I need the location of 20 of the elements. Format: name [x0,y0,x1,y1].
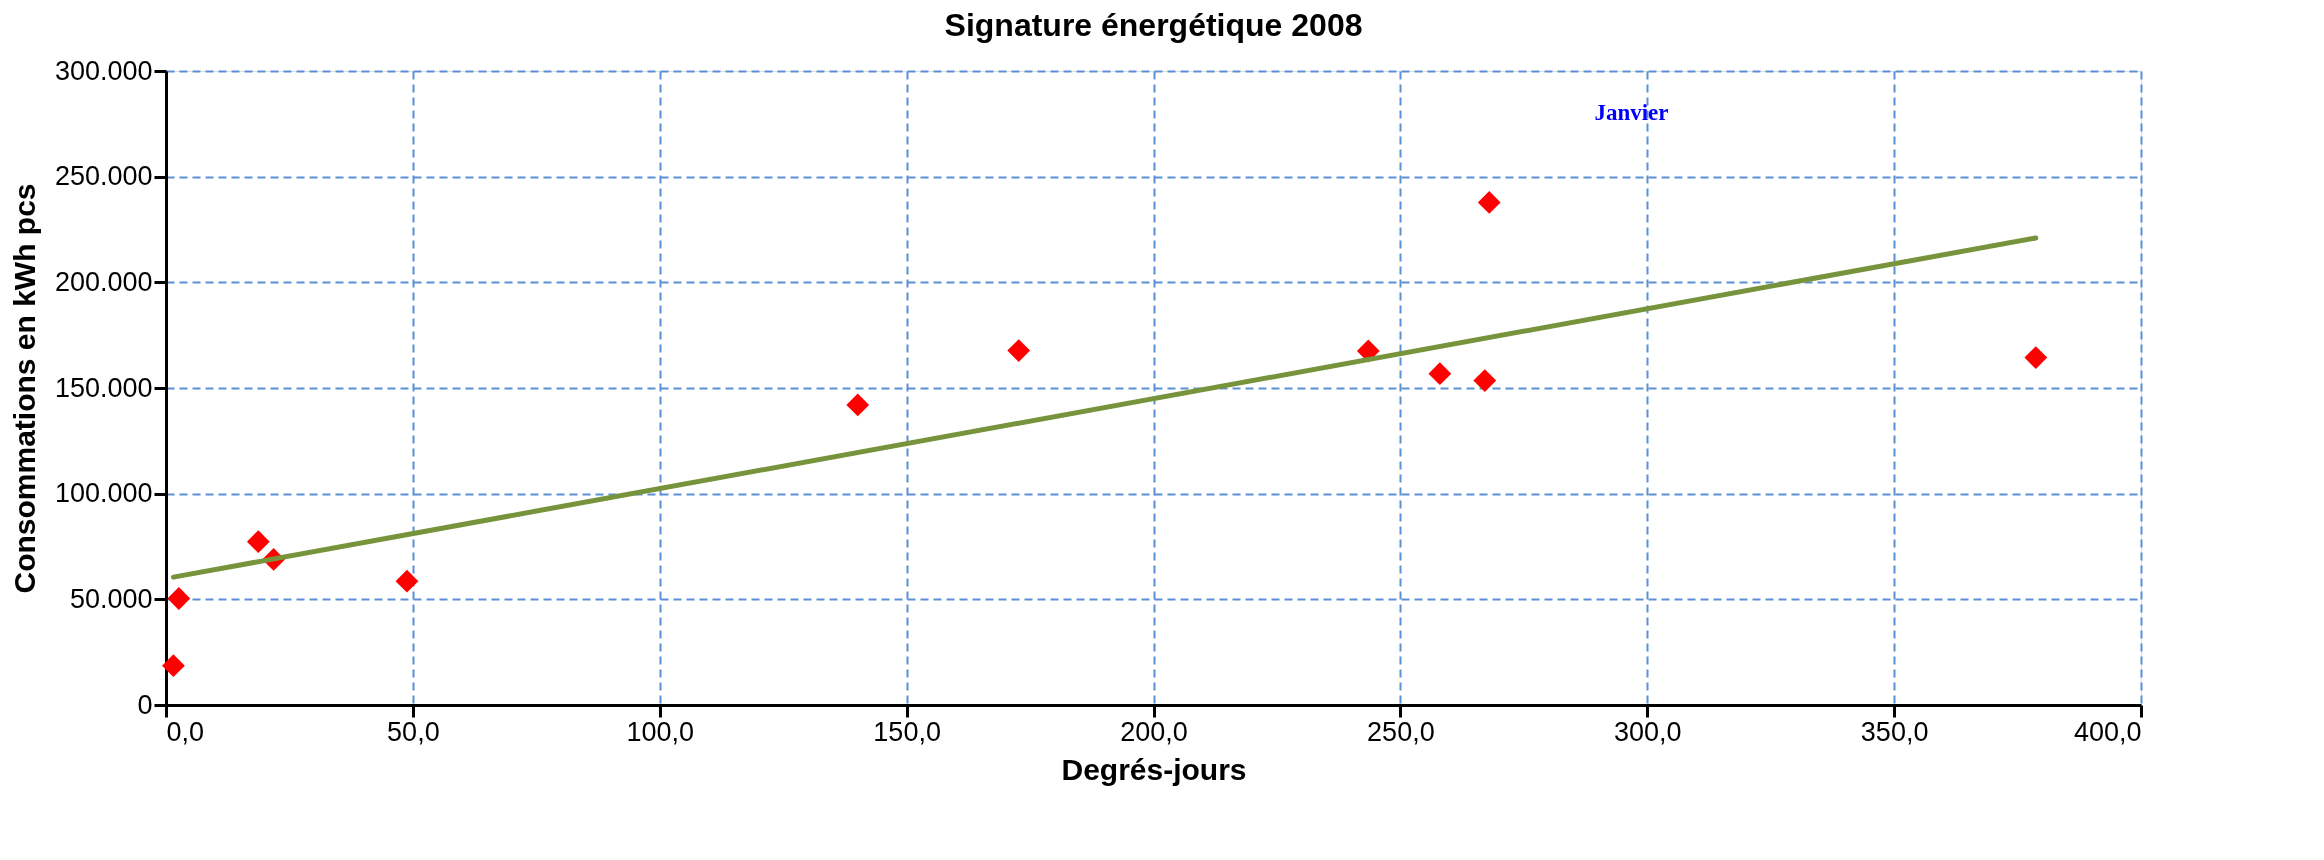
y-tick-label: 50.000 [69,583,153,614]
y-tick-label: 100.000 [54,478,153,509]
x-tick-label: 300,0 [1613,716,1682,747]
y-tick-label: 200.000 [54,266,153,297]
y-tick-label: 250.000 [54,161,153,192]
x-axis-title: Degrés-jours [1061,752,1247,786]
x-tick-label: 100,0 [626,716,695,747]
y-tick-label: 0 [137,689,153,720]
x-tick-label: 200,0 [1120,716,1188,747]
x-tick-label: 150,0 [873,716,941,747]
chart-title: Signature énergétique 2008 [944,7,1363,43]
x-tick-label: 50,0 [387,716,440,747]
y-axis-title: Consommations en kWh pcs [7,183,41,594]
y-tick-label: 150.000 [54,372,153,403]
x-tick-label: 350,0 [1860,716,1929,747]
annotation: Janvier [1594,99,1669,125]
y-tick-label: 300.000 [54,55,153,86]
x-tick-label: 0,0 [166,716,205,747]
x-tick-label: 400,0 [2073,716,2142,747]
x-tick-label: 250,0 [1367,716,1435,747]
